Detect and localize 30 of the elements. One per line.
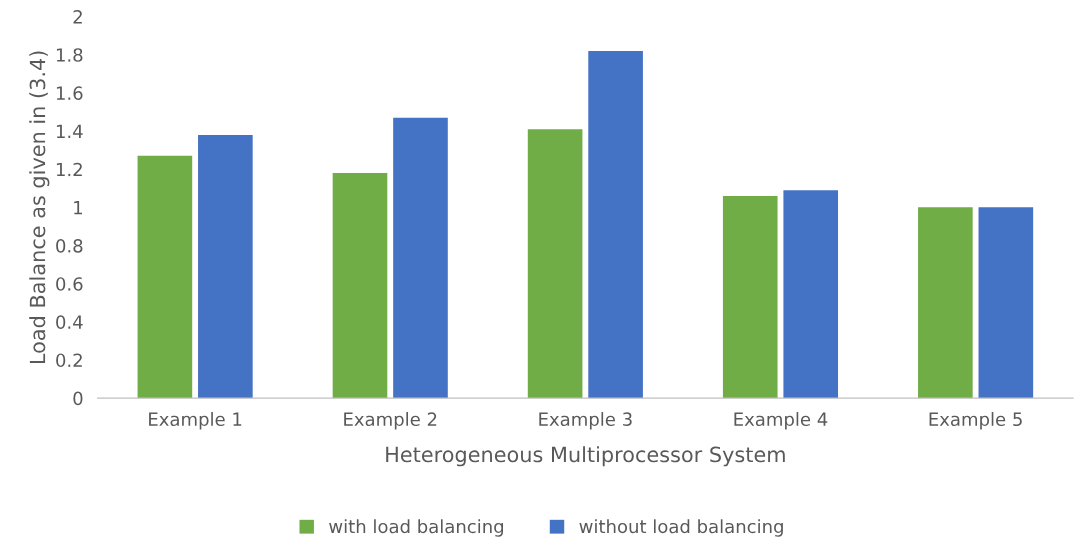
x-tick-label: Example 2 [344, 412, 437, 430]
y-tick-label: 0.6 [56, 277, 83, 291]
bar [332, 173, 388, 399]
bar [588, 50, 643, 399]
bar [393, 117, 448, 399]
bar [978, 207, 1034, 399]
y-tick-label: 1 [74, 201, 82, 215]
legend-label: without load balancing [579, 519, 783, 537]
x-tick-label: Example 1 [149, 412, 242, 430]
x-tick-label: Example 4 [734, 412, 828, 430]
x-tick-label: Example 5 [929, 412, 1022, 430]
y-tick-label: 1.2 [56, 162, 82, 177]
y-tick-label: 0.4 [56, 315, 83, 329]
x-tick-label: Example 3 [539, 412, 632, 430]
bar [137, 155, 193, 399]
y-tick-label: 1.6 [56, 86, 83, 101]
y-tick-label: 1.8 [56, 48, 83, 62]
y-tick-label: 1.4 [56, 124, 83, 138]
bar [527, 129, 583, 399]
y-tick-label: 0.8 [56, 238, 83, 253]
bar [783, 190, 839, 399]
y-tick-label: 2 [73, 10, 82, 24]
y-axis-title: Load Balance as given in (3.4) [29, 51, 50, 364]
bar [198, 134, 253, 399]
bar [918, 207, 973, 399]
y-tick-label: 0.2 [56, 353, 82, 368]
bar [722, 195, 778, 399]
legend-label: with load balancing [329, 519, 504, 537]
y-tick-label: 0 [73, 391, 83, 406]
x-axis-title: Heterogeneous Multiprocessor System [386, 446, 785, 467]
